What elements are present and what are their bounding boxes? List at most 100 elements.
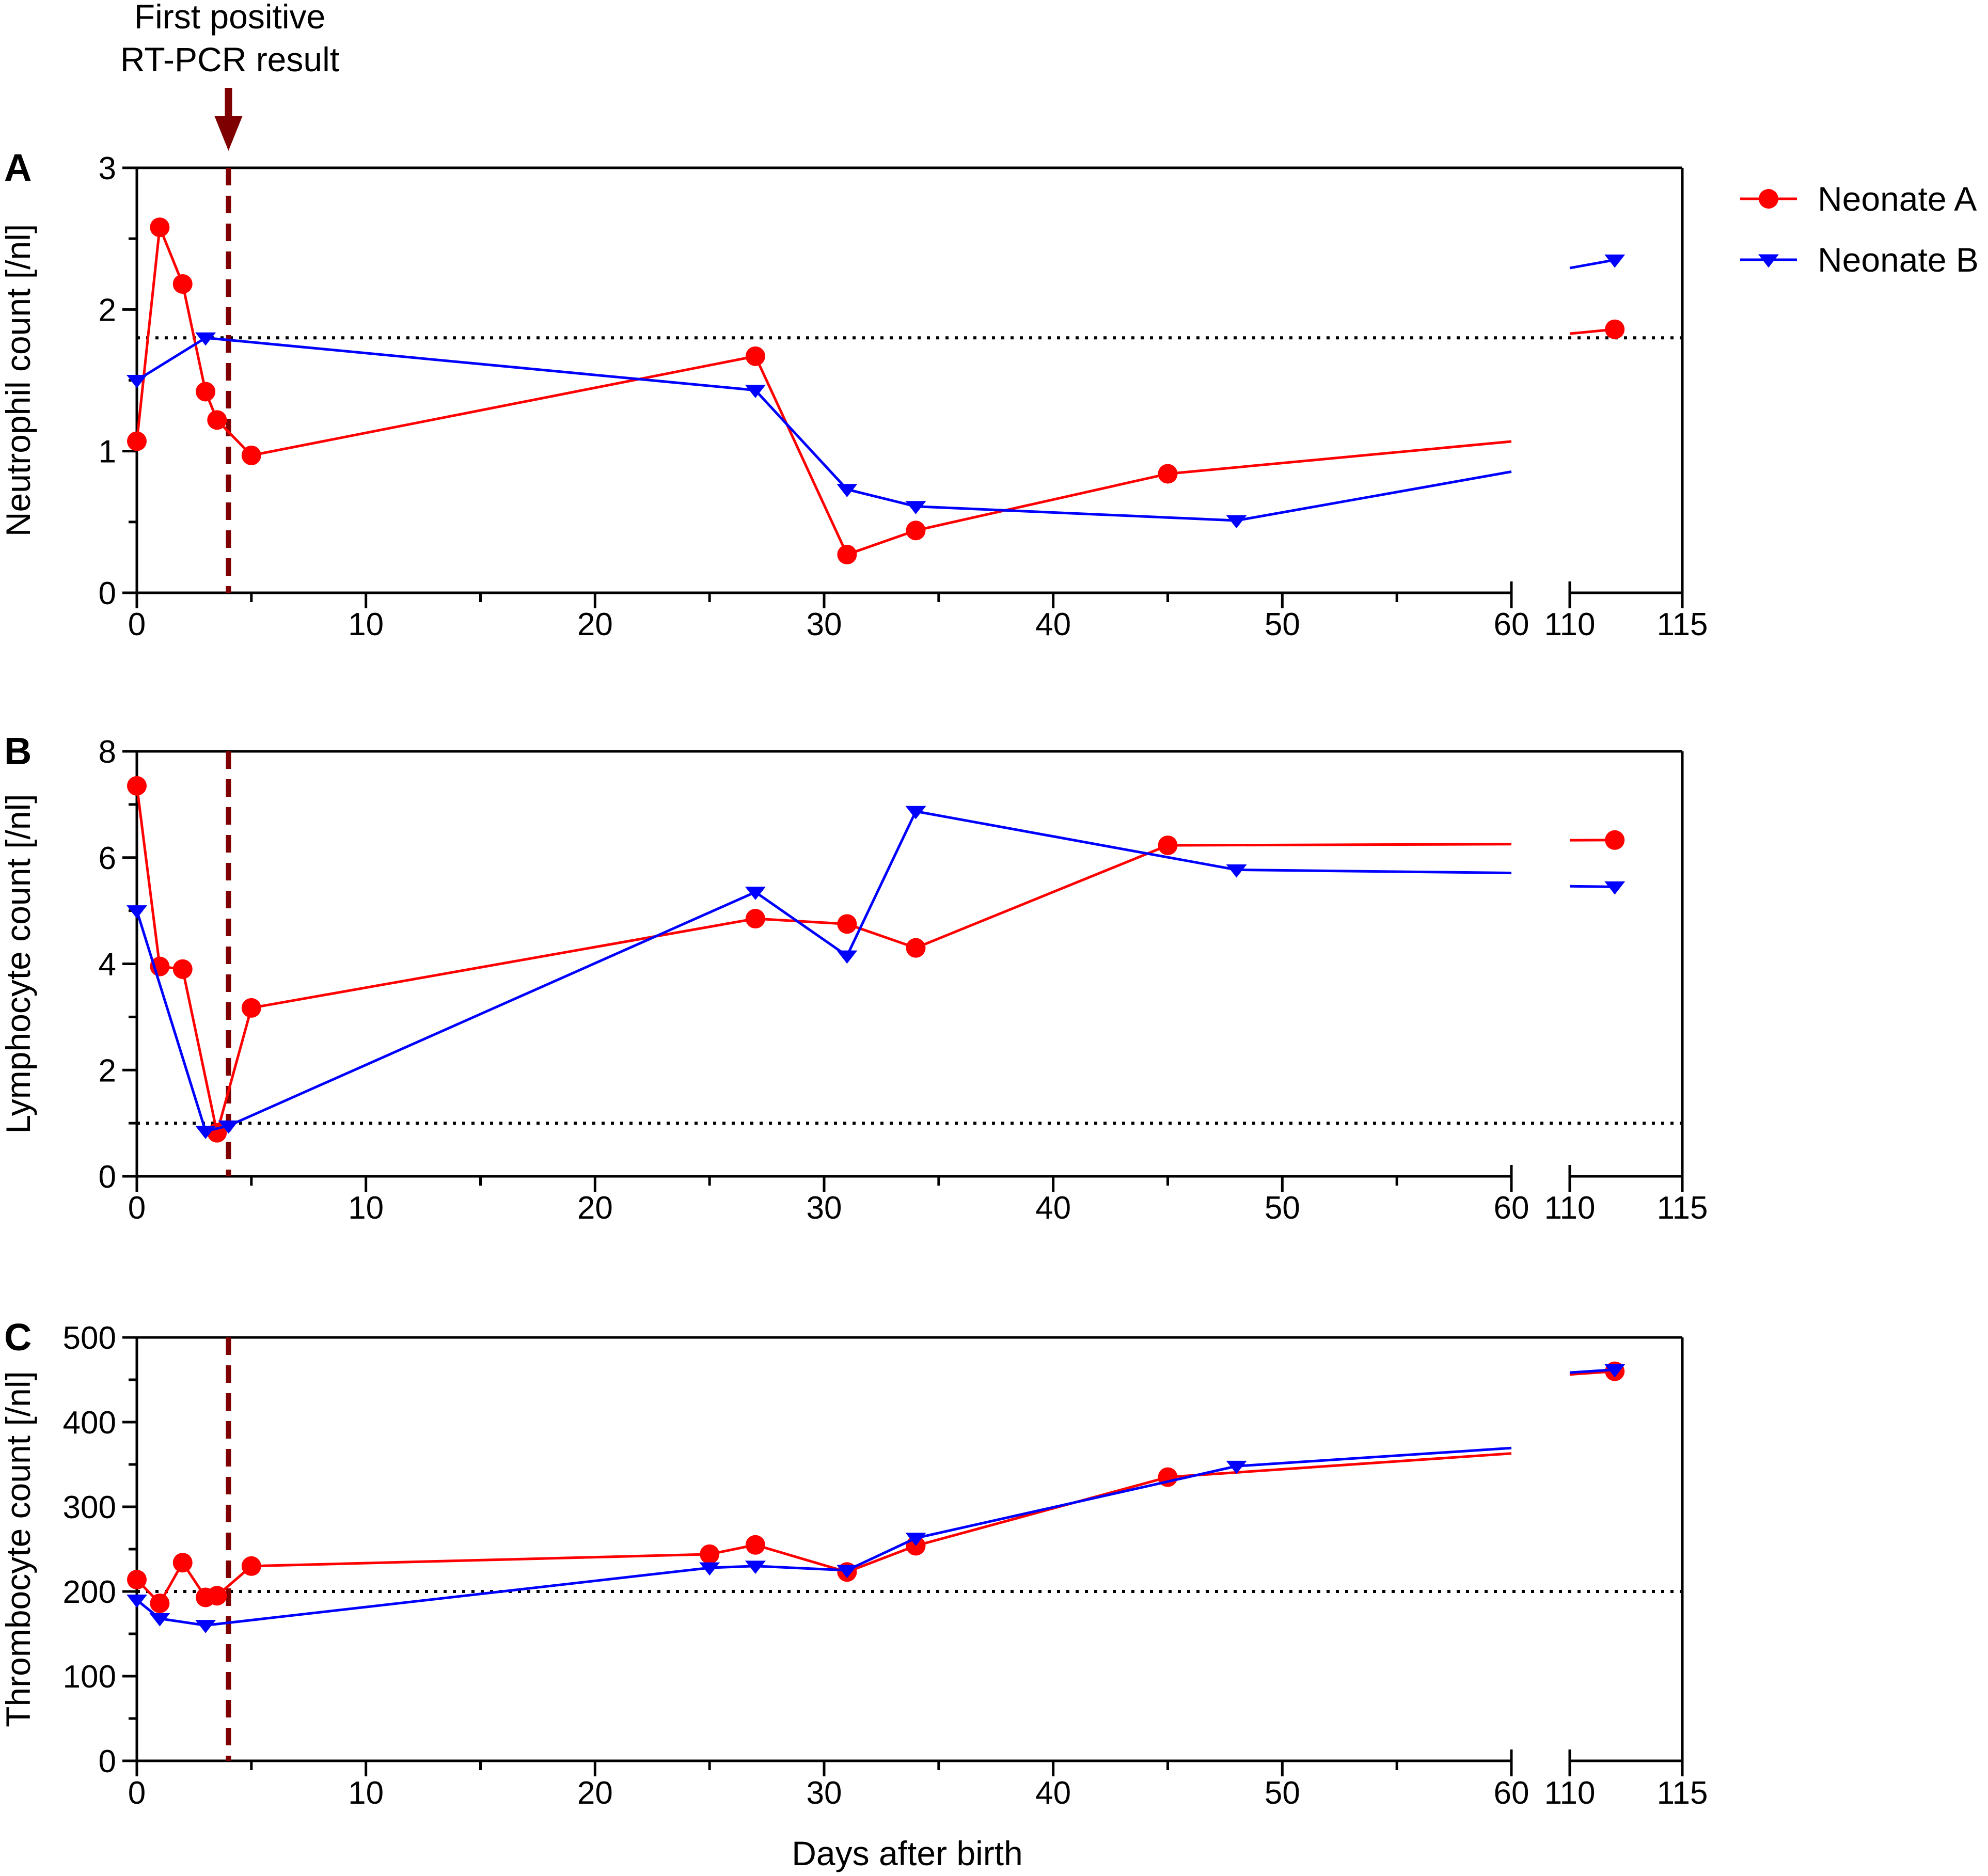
x-tick-label-a: 50: [1265, 607, 1300, 642]
annotation-line1: First positive: [134, 0, 325, 36]
legend-marker-neonate-a: [1759, 189, 1778, 209]
annotation-arrow-head: [214, 116, 243, 151]
data-point-neonate-b-b: [195, 1126, 216, 1139]
data-point-neonate-b-b: [1226, 864, 1247, 878]
y-tick-label-b: 8: [99, 734, 116, 770]
x-tick-label-b: 10: [348, 1190, 384, 1226]
data-point-neonate-a-b: [837, 914, 857, 934]
x-tick-label-a: 115: [1657, 607, 1708, 642]
data-point-neonate-b-b: [745, 887, 766, 900]
x-tick-label-b: 60: [1494, 1190, 1529, 1226]
data-point-neonate-b-c: [195, 1620, 216, 1633]
series-line-neonate-a-a: [135, 227, 1512, 557]
data-point-neonate-a-c: [127, 1570, 147, 1590]
series-line-tail-neonate-b-a: [1569, 258, 1615, 270]
y-axis-title-c: Thrombocyte count [/nl]: [0, 1371, 37, 1727]
series-line-tail-neonate-b-c: [1569, 1368, 1615, 1374]
x-tick-label-a: 110: [1544, 607, 1596, 642]
data-point-neonate-b-b: [127, 905, 147, 919]
x-tick-label-a: 30: [807, 607, 842, 642]
legend-marker-neonate-b: [1758, 254, 1779, 268]
x-tick-label-c: 10: [348, 1775, 384, 1811]
data-point-neonate-a-a: [745, 346, 765, 366]
x-tick-label-a: 0: [128, 607, 146, 642]
data-point-neonate-a-c: [172, 1553, 193, 1573]
data-point-neonate-a-b: [172, 959, 193, 979]
x-tick-label-a: 20: [577, 607, 613, 642]
series-line-neonate-b-c: [136, 1446, 1512, 1627]
series-line-neonate-b-b: [135, 810, 1512, 1133]
data-point-neonate-a-a: [207, 410, 227, 430]
data-point-neonate-a-b: [745, 909, 765, 929]
data-point-neonate-a-c: [241, 1556, 261, 1576]
data-point-neonate-b-a: [837, 484, 858, 497]
data-point-neonate-b-a: [1604, 254, 1626, 268]
data-point-neonate-b-a: [127, 375, 147, 388]
y-tick-label-a: 3: [99, 151, 116, 186]
x-tick-label-a: 60: [1494, 607, 1529, 642]
data-point-neonate-b-b: [1604, 881, 1626, 895]
legend-item-neonate-a: Neonate A: [1740, 180, 1977, 218]
data-point-neonate-b-c: [837, 1565, 858, 1579]
y-tick-label-a: 2: [99, 292, 116, 328]
x-tick-label-c: 30: [807, 1775, 842, 1811]
annotation-line2: RT-PCR result: [120, 40, 339, 78]
x-tick-label-c: 0: [128, 1775, 146, 1811]
x-tick-label-c: 115: [1657, 1775, 1708, 1811]
data-point-neonate-b-b: [218, 1120, 239, 1134]
data-point-neonate-a-c: [700, 1544, 720, 1564]
data-point-neonate-b-a: [745, 385, 766, 398]
x-tick-label-c: 40: [1035, 1775, 1071, 1811]
data-point-neonate-a-b: [1158, 835, 1178, 856]
data-point-neonate-a-a: [172, 274, 193, 294]
data-point-neonate-b-c: [1226, 1460, 1247, 1474]
data-point-neonate-a-b: [241, 998, 261, 1018]
y-tick-label-a: 0: [99, 576, 116, 611]
x-tick-label-c: 50: [1265, 1775, 1300, 1811]
panel-letter-a: A: [4, 146, 31, 189]
panel-letter-b: B: [4, 730, 31, 773]
data-point-neonate-a-c: [207, 1586, 227, 1606]
x-tick-label-b: 115: [1657, 1190, 1708, 1226]
data-point-neonate-a-a: [1158, 464, 1178, 484]
y-tick-label-c: 400: [63, 1405, 116, 1441]
y-tick-label-c: 300: [63, 1490, 116, 1525]
data-point-neonate-a-c: [150, 1593, 170, 1613]
y-tick-label-c: 100: [63, 1659, 116, 1695]
y-axis-title-b: Lymphocyte count [/nl]: [0, 794, 37, 1134]
data-point-neonate-b-c: [1604, 1364, 1626, 1378]
x-tick-label-b: 110: [1544, 1190, 1596, 1226]
x-tick-label-b: 30: [807, 1190, 842, 1226]
data-point-neonate-b-c: [905, 1533, 926, 1546]
y-tick-label-a: 1: [99, 434, 116, 470]
data-point-neonate-b-b: [837, 950, 858, 964]
data-point-neonate-a-a: [906, 521, 926, 541]
y-tick-label-c: 500: [63, 1320, 116, 1356]
legend: Neonate A Neonate B: [1740, 180, 1979, 279]
data-point-neonate-a-a: [150, 217, 170, 238]
legend-item-neonate-b: Neonate B: [1740, 241, 1979, 279]
data-point-neonate-b-a: [1226, 515, 1247, 529]
x-tick-label-b: 50: [1265, 1190, 1300, 1226]
x-tick-label-b: 40: [1035, 1190, 1071, 1226]
legend-label-neonate-b: Neonate B: [1818, 241, 1979, 279]
data-point-neonate-b-c: [699, 1562, 720, 1576]
x-axis-title: Days after birth: [792, 1834, 1023, 1872]
panel-letter-c: C: [4, 1316, 31, 1359]
series-line-neonate-a-c: [136, 1452, 1512, 1606]
data-point-neonate-a-b: [127, 776, 147, 796]
x-tick-label-c: 20: [577, 1775, 613, 1811]
data-point-neonate-a-b: [906, 938, 926, 958]
y-tick-label-c: 0: [99, 1744, 116, 1779]
y-tick-label-b: 0: [99, 1159, 116, 1195]
data-point-neonate-b-a: [905, 501, 926, 514]
data-point-neonate-a-a: [196, 382, 216, 402]
data-point-neonate-a-b: [1605, 830, 1625, 850]
x-tick-label-c: 110: [1544, 1775, 1596, 1811]
series-line-neonate-a-b: [135, 785, 1512, 1133]
data-point-neonate-b-a: [195, 332, 216, 346]
data-point-neonate-a-a: [241, 445, 261, 465]
data-point-neonate-b-c: [745, 1560, 766, 1574]
